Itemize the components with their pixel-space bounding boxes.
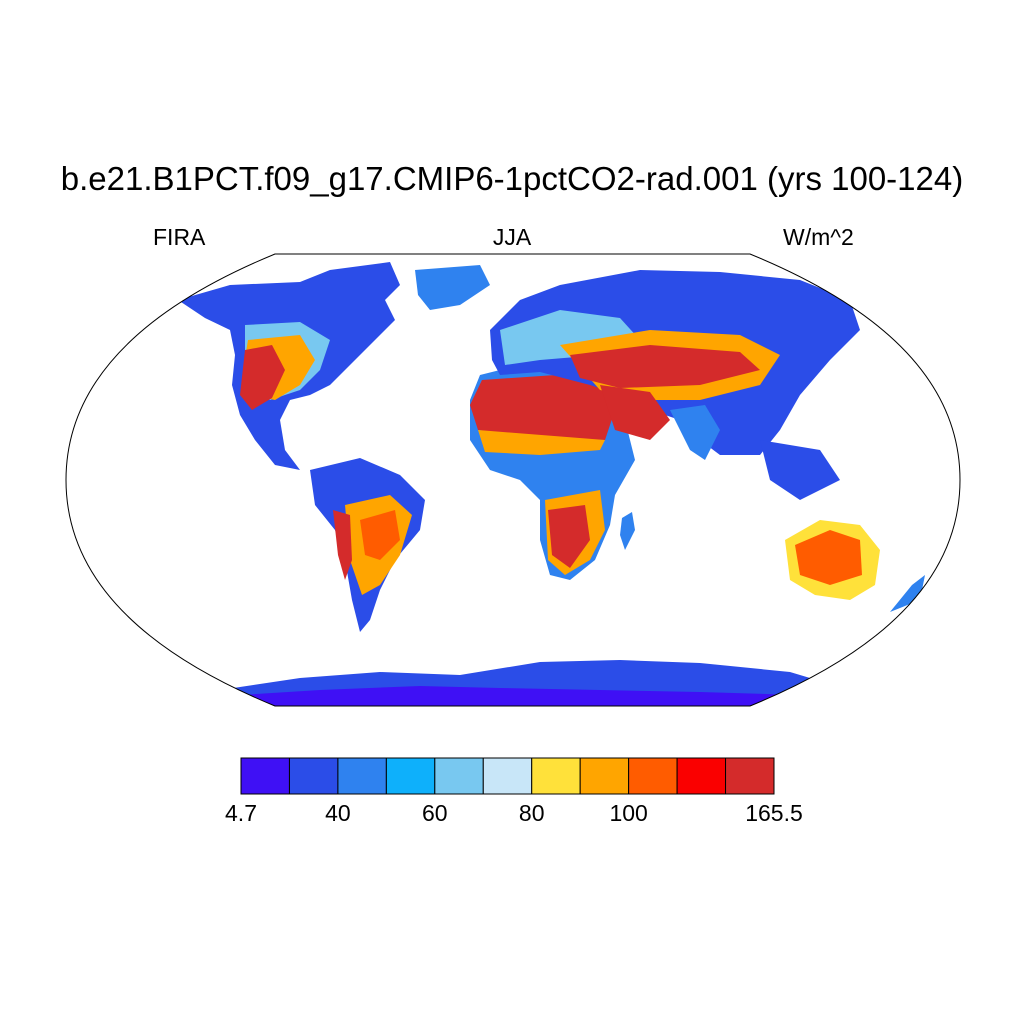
colorbar-box bbox=[288, 757, 339, 795]
arabia-hot bbox=[600, 385, 670, 440]
africa-sahara bbox=[470, 372, 615, 440]
andes-hot bbox=[333, 510, 352, 580]
africa-sahel bbox=[478, 430, 605, 455]
colorbar-label: 165.5 bbox=[745, 800, 803, 826]
colorbar-box bbox=[240, 757, 290, 795]
india bbox=[670, 405, 720, 460]
south-america-hot bbox=[360, 510, 400, 560]
colorbar-label: 100 bbox=[609, 800, 648, 826]
plot-title: b.e21.B1PCT.f09_g17.CMIP6-1pctCO2-rad.00… bbox=[60, 160, 964, 197]
colorbar-label: 40 bbox=[325, 800, 351, 826]
colorbar-label: 4.7 bbox=[225, 800, 257, 826]
colorbar-label: 80 bbox=[518, 800, 545, 826]
season-label: JJA bbox=[492, 224, 532, 250]
north-america-desert bbox=[240, 345, 285, 410]
units-label: W/m^2 bbox=[783, 224, 854, 250]
colorbar-box bbox=[385, 757, 436, 795]
greenland bbox=[415, 265, 490, 310]
madagascar bbox=[620, 512, 635, 550]
colorbar-label: 60 bbox=[422, 800, 448, 826]
colorbar-box bbox=[531, 757, 581, 795]
africa-south-hot bbox=[548, 505, 590, 568]
colorbar-box bbox=[434, 757, 484, 795]
colorbar-box bbox=[676, 757, 727, 795]
asia-hot bbox=[570, 345, 760, 388]
land-fields bbox=[178, 262, 925, 706]
colorbar-box bbox=[482, 757, 533, 795]
new-zealand bbox=[890, 575, 925, 612]
australia-interior bbox=[795, 530, 862, 585]
map-outline bbox=[65, 253, 961, 707]
colorbar-box bbox=[628, 757, 678, 795]
colorbar-box bbox=[579, 757, 630, 795]
southeast-asia bbox=[760, 440, 840, 500]
variable-label: FIRA bbox=[153, 224, 206, 250]
colorbar-box bbox=[337, 757, 387, 795]
colorbar-box bbox=[725, 757, 775, 795]
